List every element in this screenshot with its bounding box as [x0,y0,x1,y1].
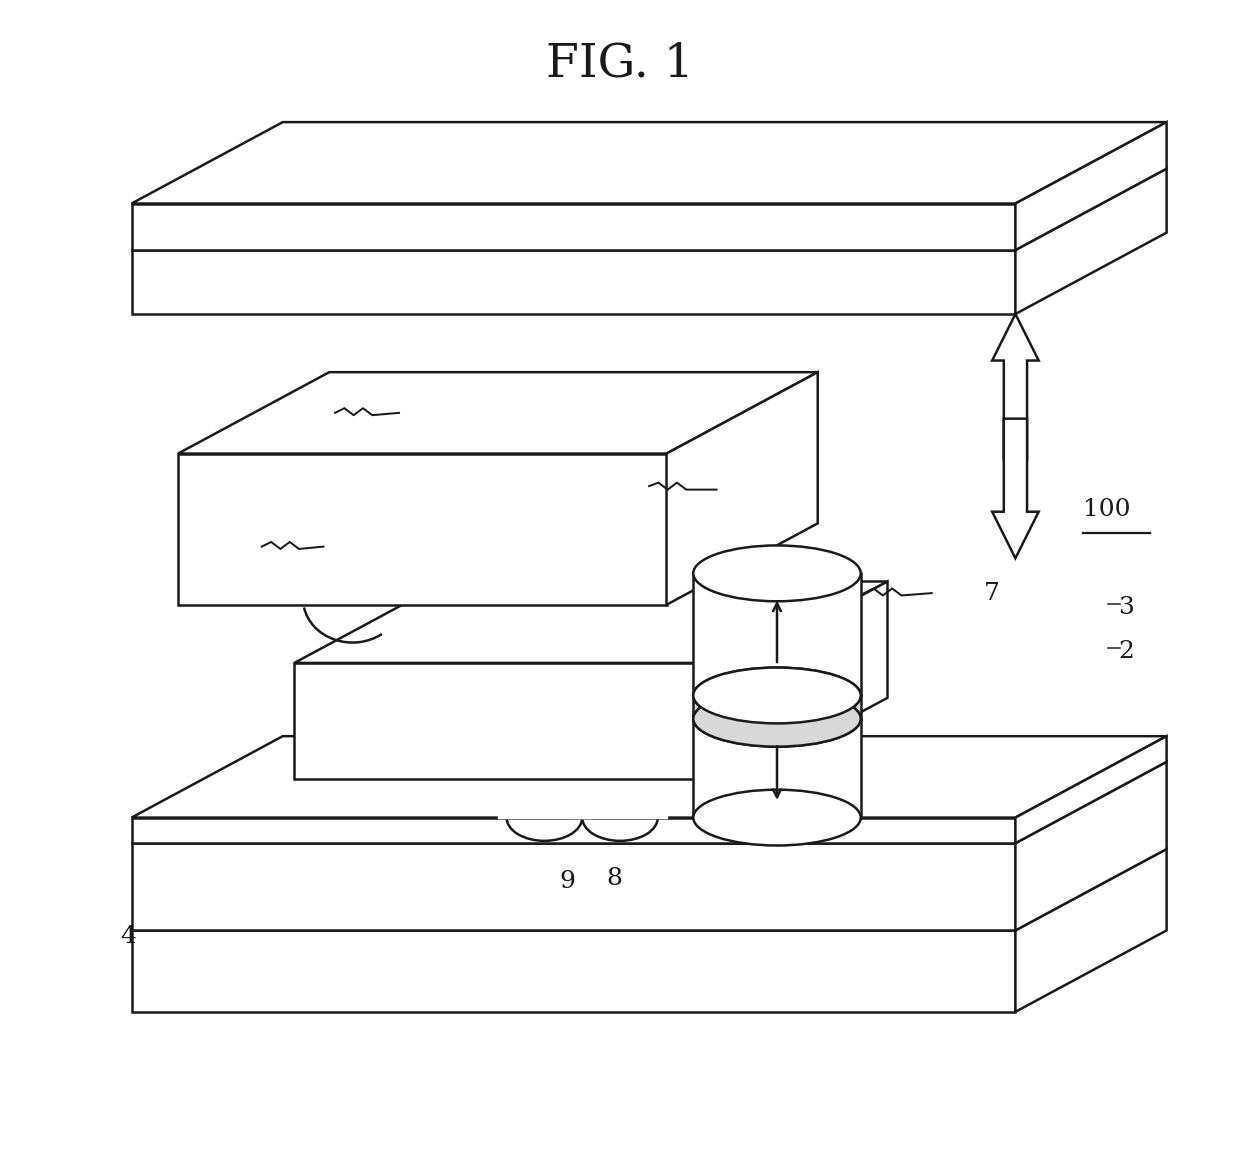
Polygon shape [992,419,1039,558]
Polygon shape [131,849,1167,930]
Polygon shape [693,719,861,818]
Polygon shape [693,573,861,695]
Polygon shape [131,843,1016,930]
Polygon shape [131,169,1167,250]
Polygon shape [1016,169,1167,314]
Polygon shape [294,663,737,779]
Polygon shape [1016,736,1167,843]
Text: 7: 7 [985,582,1001,605]
Text: 10: 10 [614,475,645,498]
Text: 5: 5 [234,529,250,552]
Text: 6: 6 [308,398,324,421]
Text: 2: 2 [1118,640,1133,663]
Polygon shape [1016,849,1167,1012]
Polygon shape [667,372,817,605]
Ellipse shape [693,668,861,723]
Text: 1: 1 [1045,169,1061,192]
Polygon shape [131,736,1167,818]
Text: 100: 100 [1083,498,1131,521]
Polygon shape [131,250,1016,314]
Ellipse shape [693,545,861,601]
Ellipse shape [693,790,861,846]
Polygon shape [179,454,667,605]
Ellipse shape [693,668,861,723]
Polygon shape [737,582,888,779]
Polygon shape [1016,762,1167,930]
Polygon shape [179,372,817,454]
Text: 8: 8 [606,866,622,890]
Polygon shape [1016,122,1167,250]
Polygon shape [131,762,1167,843]
Text: 4: 4 [120,925,136,948]
Polygon shape [131,818,1016,843]
Polygon shape [131,204,1016,250]
Polygon shape [131,930,1016,1012]
Polygon shape [693,695,861,719]
Ellipse shape [693,691,861,747]
Polygon shape [294,582,888,663]
Text: 9: 9 [559,870,575,893]
Polygon shape [992,314,1039,459]
Ellipse shape [693,691,861,747]
Polygon shape [131,122,1167,204]
Text: 3: 3 [1118,595,1133,619]
Text: FIG. 1: FIG. 1 [546,42,694,86]
